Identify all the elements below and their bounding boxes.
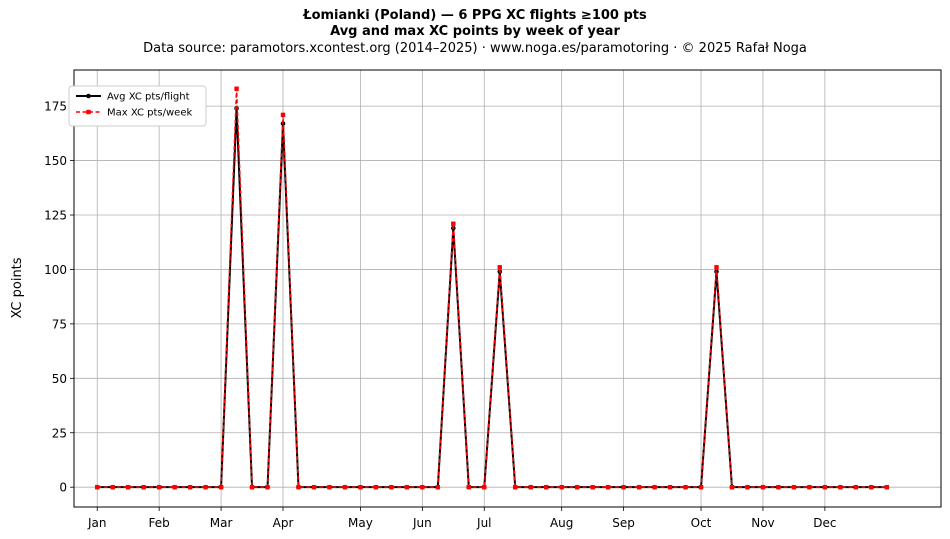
max-point [590, 484, 595, 490]
x-tick-label-aug: Aug [550, 516, 573, 530]
max-point [327, 484, 332, 490]
y-tick-label: 150 [44, 154, 67, 168]
max-point [683, 484, 688, 490]
max-point [807, 484, 812, 490]
y-tick-label: 125 [44, 209, 67, 223]
max-point [652, 484, 657, 490]
max-point [822, 484, 828, 490]
legend-max-label: Max XC pts/week [107, 108, 192, 119]
x-tick-label-feb: Feb [149, 516, 170, 530]
max-point [745, 484, 750, 490]
x-tick-label-jun: Jun [412, 516, 432, 530]
x-tick-label-apr: Apr [273, 516, 294, 530]
max-point [698, 484, 704, 490]
max-point [296, 484, 301, 490]
legend-max-marker [86, 109, 91, 115]
max-point [621, 484, 626, 490]
max-point [791, 484, 797, 490]
max-point [311, 484, 317, 490]
x-tick-label-oct: Oct [691, 516, 712, 530]
y-tick-label: 50 [52, 372, 67, 386]
series-max-line [97, 88, 887, 488]
x-tick-label-may: May [348, 516, 373, 530]
max-point [729, 484, 735, 490]
y-tick-label: 100 [44, 263, 67, 277]
max-point [342, 484, 348, 490]
max-point [482, 484, 487, 490]
max-point [110, 484, 115, 490]
max-point [884, 484, 890, 490]
y-tick-label: 25 [52, 426, 67, 440]
max-point [420, 484, 425, 490]
max-point [451, 221, 456, 226]
series-layer [94, 86, 890, 490]
x-tick-label-sep: Sep [612, 516, 635, 530]
max-point [172, 484, 177, 490]
max-point [574, 484, 580, 490]
max-point [373, 484, 379, 490]
max-point [358, 484, 363, 490]
series-avg-line [97, 107, 887, 489]
x-tick-label-dec: Dec [813, 516, 836, 530]
max-point [714, 265, 719, 270]
max-point [667, 484, 673, 490]
legend-box [68, 85, 207, 127]
max-point [544, 484, 549, 490]
y-axis-label: XC points [10, 257, 25, 318]
x-tick-label-mar: Mar [210, 516, 233, 530]
y-axis: 0 25 50 75 100 125 150 175 [44, 100, 74, 495]
max-point [218, 484, 224, 490]
max-point [869, 484, 874, 490]
max-point [125, 484, 131, 490]
x-axis: Jan Feb Mar Apr May Jun Jul Aug Sep Oct Nov Dec [87, 507, 837, 530]
chart-title: Łomianki (Poland) — 6 PPG XC flights ≥10… [303, 8, 647, 23]
x-tick-label-nov: Nov [751, 516, 774, 530]
max-point [528, 484, 533, 490]
max-point [513, 484, 518, 490]
y-tick-label: 175 [44, 100, 67, 114]
legend-avg-label: Avg XC pts/flight [107, 92, 190, 103]
max-point [203, 484, 208, 490]
y-tick-label: 75 [52, 317, 67, 331]
max-point [404, 484, 410, 490]
max-point [466, 484, 471, 490]
max-point [234, 86, 239, 91]
max-point [265, 484, 270, 490]
max-point [760, 484, 766, 490]
max-point [187, 484, 193, 490]
max-point [95, 484, 100, 490]
max-point [497, 265, 502, 270]
max-point [389, 484, 394, 490]
chart-titles: Łomianki (Poland) — 6 PPG XC flights ≥10… [0, 8, 950, 58]
max-point [776, 484, 781, 490]
x-tick-label-jan: Jan [87, 516, 107, 530]
x-tick-label-jul: Jul [476, 516, 491, 530]
y-tick-label: 0 [59, 481, 67, 495]
max-point [838, 484, 843, 490]
max-point [280, 112, 286, 118]
plot-frame [73, 69, 942, 508]
grid-lines [74, 70, 941, 507]
legend-avg-marker [86, 93, 91, 99]
chart-subtitle: Avg and max XC points by week of year [330, 24, 620, 39]
chart-source: Data source: paramotors.xcontest.org (20… [143, 41, 807, 56]
max-point [605, 484, 611, 490]
max-point [636, 484, 642, 490]
max-point [559, 484, 564, 490]
max-point [141, 484, 146, 490]
max-point [249, 484, 255, 490]
legend: Avg XC pts/flight Max XC pts/week [68, 85, 207, 127]
max-point [156, 484, 162, 490]
max-point [435, 484, 441, 490]
max-point [853, 484, 859, 490]
